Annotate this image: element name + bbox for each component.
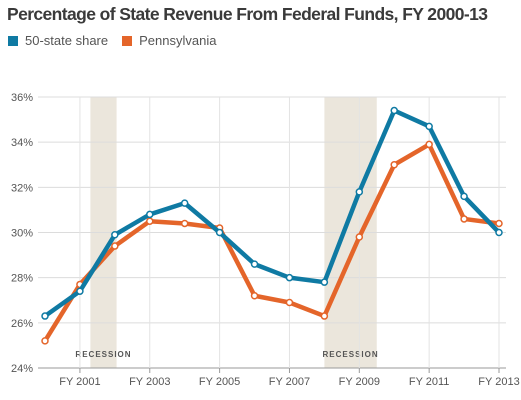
data-point-50-state-2001	[76, 287, 84, 295]
legend-label-pennsylvania: Pennsylvania	[139, 33, 217, 48]
y-tick-label-36: 36%	[11, 92, 33, 104]
legend-item-pennsylvania: Pennsylvania	[122, 33, 216, 48]
legend-item-50-state: 50-state share	[8, 33, 108, 48]
data-point-pennsylvania-2010	[390, 161, 398, 169]
data-point-pennsylvania-2012	[460, 215, 468, 223]
data-point-pennsylvania-2009	[355, 233, 364, 241]
y-tick-label-24: 24%	[11, 363, 33, 375]
series-line-50-state	[42, 108, 502, 319]
data-point-50-state-2003	[146, 210, 154, 219]
legend: 50-state share Pennsylvania	[8, 33, 230, 48]
data-point-pennsylvania-2008	[320, 312, 329, 320]
recession-label-2: RECESSION	[323, 350, 379, 359]
data-point-pennsylvania-2000	[41, 337, 49, 345]
x-tick-label-2011: FY 2011	[409, 376, 450, 388]
y-tick-label-26: 26%	[11, 318, 33, 330]
data-point-50-state-2010	[390, 106, 398, 115]
data-point-50-state-2002	[111, 231, 119, 239]
legend-label-50-state: 50-state share	[25, 33, 109, 48]
y-tick-label-34: 34%	[11, 137, 33, 149]
data-point-pennsylvania-2013	[495, 219, 503, 228]
data-point-50-state-2009	[355, 188, 364, 196]
chart-title: Percentage of State Revenue From Federal…	[7, 4, 488, 24]
series-line-pennsylvania	[42, 142, 502, 344]
x-tick-label-2013: FY 2013	[478, 376, 519, 388]
data-point-pennsylvania-2007	[285, 298, 294, 307]
data-point-50-state-2004	[180, 199, 189, 207]
data-point-50-state-2007	[285, 273, 294, 282]
data-point-50-state-2008	[320, 278, 329, 286]
y-tick-label-30: 30%	[11, 228, 33, 240]
y-tick-label-28: 28%	[11, 273, 33, 285]
legend-swatch-pennsylvania	[122, 35, 133, 46]
x-tick-label-2001: FY 2001	[59, 376, 100, 388]
data-point-50-state-2006	[250, 260, 259, 268]
y-tick-label-32: 32%	[11, 182, 33, 194]
data-point-pennsylvania-2011	[425, 140, 433, 149]
data-point-pennsylvania-2002	[111, 242, 119, 250]
x-tick-label-2005: FY 2005	[199, 376, 240, 388]
data-point-50-state-2013	[495, 228, 503, 237]
legend-swatch-50-state	[8, 35, 18, 46]
data-point-50-state-2000	[41, 312, 49, 320]
data-point-50-state-2005	[215, 228, 224, 237]
x-tick-label-2003: FY 2003	[129, 376, 170, 388]
x-tick-label-2009: FY 2009	[339, 376, 380, 388]
data-point-pennsylvania-2003	[146, 217, 154, 225]
x-tick-label-2007: FY 2007	[269, 376, 310, 388]
data-point-50-state-2011	[425, 122, 433, 131]
data-point-pennsylvania-2004	[180, 219, 189, 228]
data-point-pennsylvania-2006	[250, 291, 259, 300]
recession-label-1: RECESSION	[75, 350, 131, 359]
data-point-50-state-2012	[460, 192, 468, 201]
